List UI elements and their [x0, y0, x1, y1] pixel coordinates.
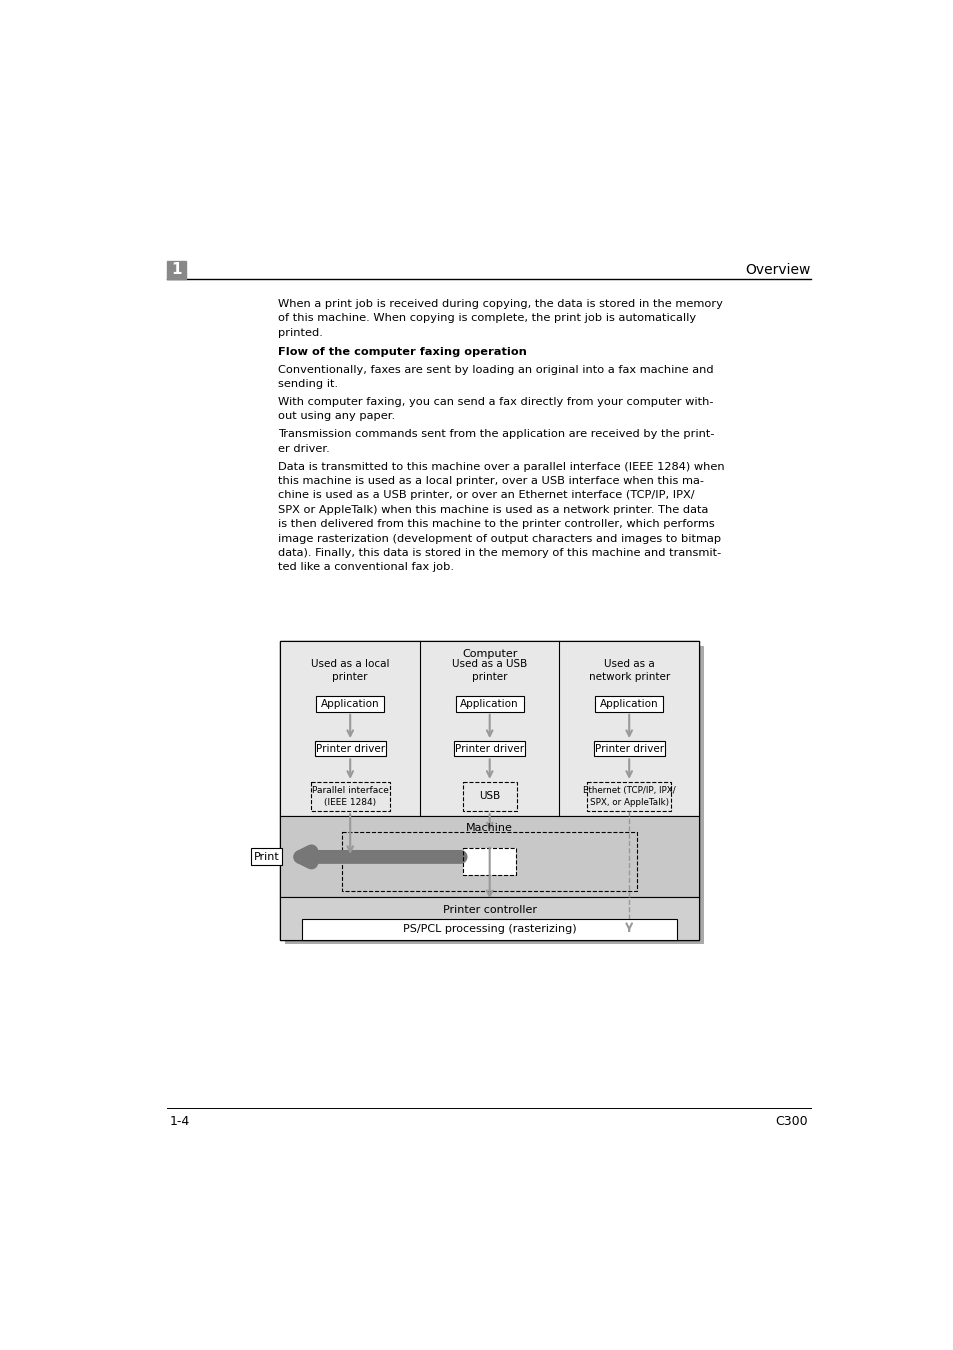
Text: Flow of the computer faxing operation: Flow of the computer faxing operation	[278, 347, 526, 356]
Text: Printer controller: Printer controller	[442, 904, 537, 915]
Text: Print: Print	[253, 852, 279, 861]
Text: 1: 1	[172, 262, 182, 277]
Text: Application: Application	[460, 699, 518, 709]
Text: Transmission commands sent from the application are received by the print-
er dr: Transmission commands sent from the appl…	[278, 429, 714, 454]
Text: Overview: Overview	[744, 263, 810, 277]
Bar	[315, 697, 384, 711]
Bar	[311, 782, 390, 811]
Bar	[454, 741, 525, 756]
Bar	[342, 832, 637, 891]
Text: Application: Application	[320, 699, 379, 709]
Bar	[280, 898, 699, 940]
Text: Application: Application	[599, 699, 658, 709]
Bar	[463, 848, 516, 875]
Text: PS/PCL processing (rasterizing): PS/PCL processing (rasterizing)	[402, 925, 576, 934]
Text: With computer faxing, you can send a fax directly from your computer with-
out u: With computer faxing, you can send a fax…	[278, 397, 713, 421]
Bar	[251, 848, 282, 865]
Bar	[593, 741, 664, 756]
Bar	[456, 697, 523, 711]
Text: Used as a local
printer: Used as a local printer	[311, 659, 389, 682]
Bar	[167, 261, 186, 279]
Bar	[280, 817, 699, 898]
Text: Conventionally, faxes are sent by loading an original into a fax machine and
sen: Conventionally, faxes are sent by loadin…	[278, 364, 713, 389]
Text: Used as a USB
printer: Used as a USB printer	[452, 659, 527, 682]
Bar	[302, 919, 677, 940]
Text: 1-4: 1-4	[170, 1115, 190, 1127]
Bar	[462, 782, 517, 811]
Text: C300: C300	[775, 1115, 807, 1127]
Bar	[595, 697, 662, 711]
Text: Printer driver: Printer driver	[455, 744, 524, 753]
Text: Ethernet (TCP/IP, IPX/
SPX, or AppleTalk): Ethernet (TCP/IP, IPX/ SPX, or AppleTalk…	[582, 787, 675, 806]
Bar	[285, 645, 703, 944]
Text: Computer: Computer	[461, 649, 517, 659]
Text: USB: USB	[478, 791, 499, 802]
Text: Printer driver: Printer driver	[594, 744, 663, 753]
Text: Machine: Machine	[466, 824, 513, 833]
Bar	[587, 782, 670, 811]
Text: Printer driver: Printer driver	[315, 744, 384, 753]
Bar	[314, 741, 385, 756]
Text: When a print job is received during copying, the data is stored in the memory
of: When a print job is received during copy…	[278, 300, 722, 338]
Bar	[280, 641, 699, 940]
Text: Data is transmitted to this machine over a parallel interface (IEEE 1284) when
t: Data is transmitted to this machine over…	[278, 462, 724, 572]
Bar	[463, 848, 516, 875]
Text: Parallel interface
(IEEE 1284): Parallel interface (IEEE 1284)	[312, 787, 388, 806]
Bar	[280, 641, 699, 817]
Text: Used as a
network printer: Used as a network printer	[588, 659, 669, 682]
